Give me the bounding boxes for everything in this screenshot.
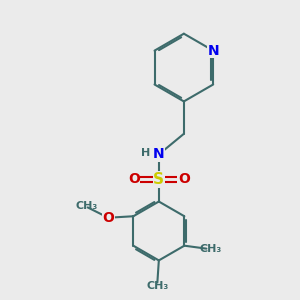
Text: CH₃: CH₃ (146, 281, 169, 291)
Text: N: N (153, 147, 165, 161)
Text: N: N (207, 44, 219, 58)
Text: CH₃: CH₃ (75, 201, 97, 211)
Text: O: O (102, 211, 114, 225)
Text: S: S (153, 172, 164, 187)
Text: CH₃: CH₃ (200, 244, 222, 254)
Text: O: O (178, 172, 190, 186)
Text: O: O (128, 172, 140, 186)
Text: H: H (141, 148, 150, 158)
